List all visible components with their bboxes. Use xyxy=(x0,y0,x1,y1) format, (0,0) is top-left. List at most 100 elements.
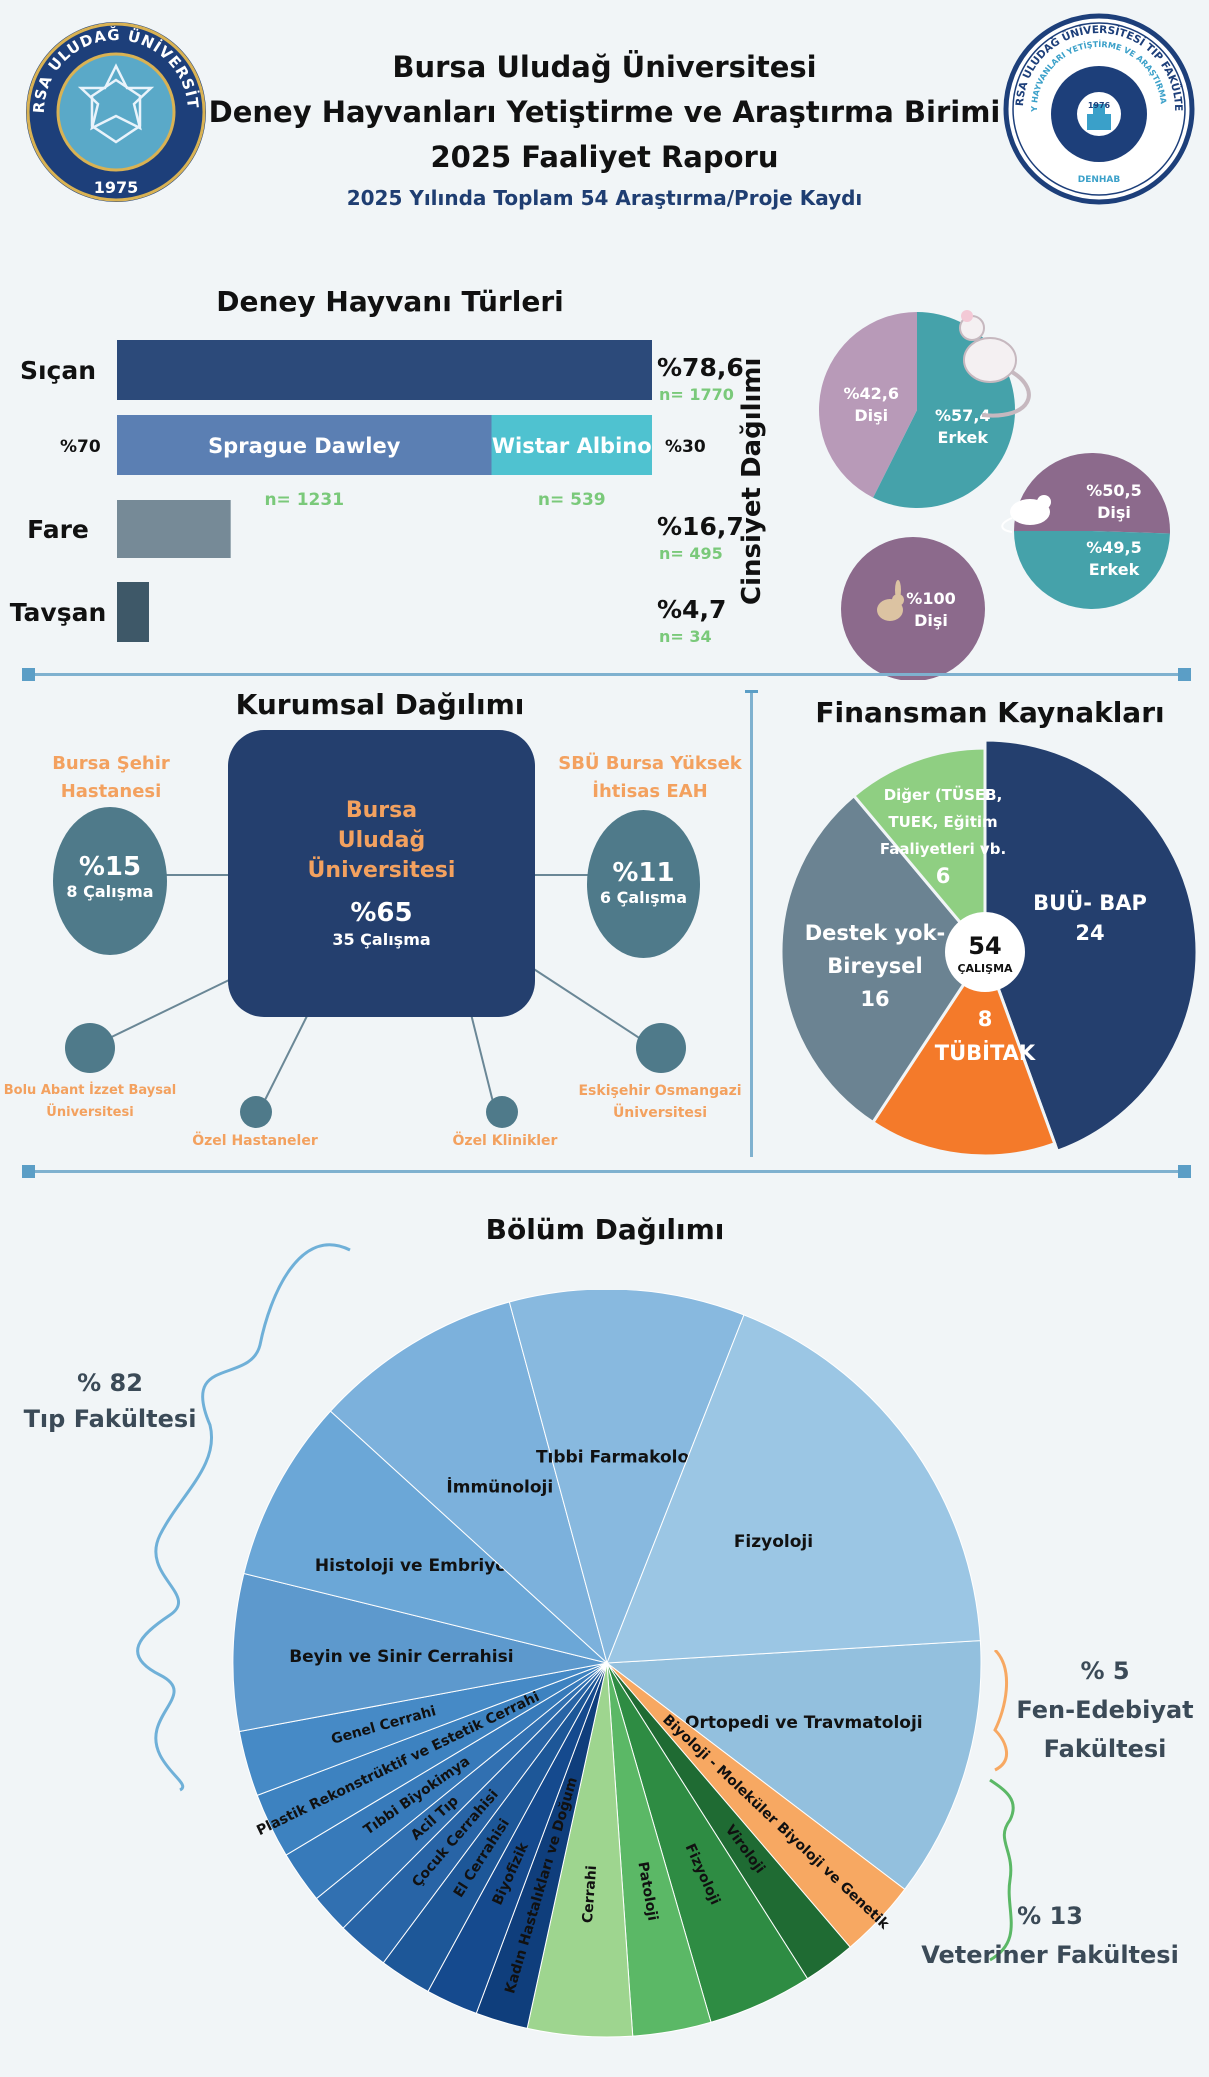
small-institution-node xyxy=(636,1023,686,1073)
sub-bar-label: Wistar Albino xyxy=(492,434,652,458)
pie-slice xyxy=(841,537,985,680)
name-line: Üniversitesi xyxy=(307,858,456,883)
mouse-tail xyxy=(1001,517,1013,533)
section-divider xyxy=(24,1170,1186,1173)
faculty-braces xyxy=(989,1650,1015,1962)
small-institution-node xyxy=(486,1096,518,1128)
name-line: SBÜ Bursa Yüksek xyxy=(558,753,742,774)
department-label: Histoloji ve Embriyoloji xyxy=(315,1556,536,1576)
sex-distribution-chart: Cinsiyet Dağılımı %57,4 Erkek %42,6 Dişi %50,… xyxy=(737,310,1170,680)
left-institution-node: %15 8 Çalışma xyxy=(53,807,167,955)
divider-end xyxy=(22,668,35,681)
department-label: Cerrahi xyxy=(580,1865,600,1924)
department-label: Beyin ve Sinir Cerrahisi xyxy=(289,1647,513,1667)
bar xyxy=(117,500,231,558)
slice-name-label: Dişi xyxy=(854,406,888,425)
divider-end xyxy=(1178,668,1191,681)
slice-name-label: Erkek xyxy=(1089,560,1140,579)
slice-name-label: Erkek xyxy=(938,428,989,447)
funding-value: 16 xyxy=(860,987,889,1011)
pie-slice xyxy=(819,312,917,498)
sex-distribution-title: Cinsiyet Dağılımı xyxy=(737,358,767,605)
title-line: Bursa Uludağ Üniversitesi xyxy=(392,50,817,84)
species-chart-title: Deney Hayvanı Türleri xyxy=(216,285,564,318)
slice-pct-label: %100 xyxy=(906,589,955,608)
denhab-year: 1976 xyxy=(1088,101,1111,110)
tip-faculty-total: % 82 Tıp Fakültesi xyxy=(20,1365,200,1437)
vet-faculty-total: % 13 Veteriner Fakültesi xyxy=(920,1897,1180,1975)
funding-name: TÜBİTAK xyxy=(935,1040,1036,1065)
funding-name: Bireysel xyxy=(827,954,922,978)
rat-tail xyxy=(981,370,1031,418)
funding-center xyxy=(945,912,1025,992)
faculty-pct: % 5 xyxy=(1080,1657,1130,1685)
main-institution-name: Bursa Uludağ Üniversitesi xyxy=(228,796,535,886)
right-institution-node: %11 6 Çalışma xyxy=(587,810,700,958)
sub-count-label: n= 1231 xyxy=(264,490,344,510)
small-institution-label: Özel Klinikler xyxy=(452,1133,558,1149)
department-label: İmmünoloji xyxy=(446,1475,553,1497)
department-slice xyxy=(605,1640,982,1891)
name-line: İhtisas EAH xyxy=(592,781,708,802)
value-label: %78,6 xyxy=(657,353,744,382)
right-institution-pct: %11 xyxy=(612,858,675,888)
bar xyxy=(117,340,652,400)
slice-pct-label: %50,5 xyxy=(1086,481,1142,500)
name-line: Bolu Abant İzzet Baysal xyxy=(3,1083,177,1098)
name-line: Üniversitesi xyxy=(46,1105,134,1120)
slice-pct-label: %42,6 xyxy=(843,384,899,403)
faculty-name: Veteriner Fakültesi xyxy=(921,1941,1179,1969)
mouse-icon xyxy=(1001,495,1051,533)
divider-end xyxy=(745,690,758,693)
value-label: %16,7 xyxy=(657,512,744,541)
rat-body xyxy=(963,337,1017,383)
page-subtitle: 2025 Yılında Toplam 54 Araştırma/Proje K… xyxy=(346,186,863,210)
department-title: Bölüm Dağılımı xyxy=(485,1213,725,1246)
sub-bar-label: Sprague Dawley xyxy=(208,434,401,458)
name-line: Hastanesi xyxy=(60,781,162,802)
name-line: Bursa xyxy=(345,798,418,823)
right-institution-name: SBÜ Bursa Yüksek İhtisas EAH xyxy=(555,750,745,806)
slice-name-label: Dişi xyxy=(1097,503,1131,522)
funding-name: TUEK, Eğitim xyxy=(888,813,997,831)
sub-pct-label: %70 xyxy=(60,437,101,457)
title-line: Deney Hayvanları Yetiştirme ve Araştırma… xyxy=(208,95,1001,129)
rat-icon xyxy=(959,310,1031,418)
main-institution-pct: %65 xyxy=(350,898,413,928)
count-label: n= 1770 xyxy=(659,385,734,404)
pie-slice xyxy=(1014,531,1170,610)
funding-name: Faaliyetleri vb. xyxy=(880,840,1006,858)
name-line: Üniversitesi xyxy=(612,1105,708,1121)
funding-slice xyxy=(779,793,987,1125)
funding-title: Finansman Kaynakları xyxy=(815,696,1165,729)
species-bar-chart: Sıçan %78,6 n= 1770 Fare %16,7 n= 495 Tavşan %4… xyxy=(10,340,744,646)
slice-pct-label: %49,5 xyxy=(1086,538,1142,557)
funding-value: 8 xyxy=(978,1007,993,1031)
sub-bar xyxy=(491,415,652,475)
department-slice xyxy=(606,1314,981,1664)
uludag-university-logo: BURSA ULUDAĞ ÜNİVERSİTESİ 1975 xyxy=(22,18,206,202)
small-institution-label: Bolu Abant İzzet Baysal Üniversitesi xyxy=(0,1080,180,1124)
bar xyxy=(117,582,149,642)
funding-slice xyxy=(870,948,1057,1158)
faculty-name: Fen-Edebiyat Fakültesi xyxy=(1016,1696,1194,1763)
denhab-logo: BURSA ULUDAĞ ÜNİVERSİTESİ TIP FAKÜLTESİ … xyxy=(1002,12,1195,205)
fen-faculty-total: % 5 Fen-Edebiyat Fakültesi xyxy=(1010,1652,1200,1769)
sub-count-label: n= 539 xyxy=(538,490,606,510)
section-divider xyxy=(24,673,1186,676)
funding-value: 24 xyxy=(1075,921,1104,945)
category-label: Fare xyxy=(27,515,89,544)
rabbit-icon xyxy=(877,580,904,621)
department-slice xyxy=(232,1572,608,1733)
main-institution-count: 35 Çalışma xyxy=(332,930,431,949)
department-label: Ortopedi ve Travmatoloji xyxy=(685,1713,923,1733)
department-label: Tıbbi Farmakoloji xyxy=(536,1448,701,1468)
right-institution-count: 6 Çalışma xyxy=(599,888,688,907)
count-label: n= 495 xyxy=(659,544,723,563)
left-institution-name: Bursa Şehir Hastanesi xyxy=(36,750,186,806)
funding-slice xyxy=(851,746,987,957)
denhab-acronym: DENHAB xyxy=(1078,175,1121,185)
vertical-divider xyxy=(750,690,753,1157)
funding-name: BUÜ- BAP xyxy=(1033,890,1147,915)
